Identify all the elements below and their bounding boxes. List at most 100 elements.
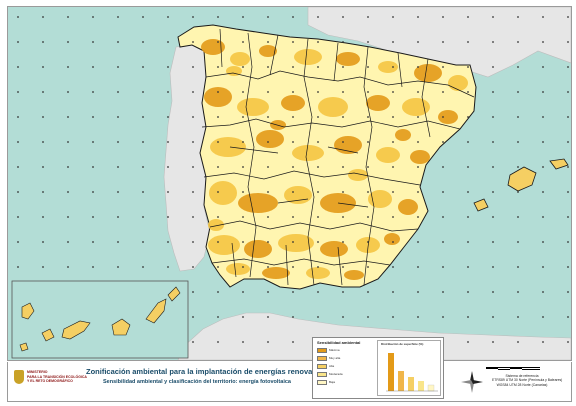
graticule-dot <box>267 66 269 68</box>
coat-of-arms-icon <box>14 370 24 384</box>
graticule-dot <box>142 241 144 243</box>
gran-canaria <box>111 318 131 336</box>
graticule-dot <box>567 266 569 268</box>
graticule-dot <box>192 291 194 293</box>
logo-text-line3: Y EL RETO DEMOGRÁFICO <box>27 379 73 383</box>
graticule-dot <box>342 241 344 243</box>
graticule-dot <box>292 166 294 168</box>
graticule-dot <box>117 16 119 18</box>
graticule-dot <box>142 216 144 218</box>
graticule-dot <box>42 266 44 268</box>
graticule-dot <box>217 291 219 293</box>
graticule-dot <box>367 116 369 118</box>
graticule-dot <box>392 241 394 243</box>
graticule-dot <box>567 166 569 168</box>
province-borders <box>201 28 475 286</box>
sensitivity-patch <box>318 97 348 117</box>
graticule-dot <box>517 66 519 68</box>
graticule-dot <box>342 91 344 93</box>
graticule-dot <box>542 241 544 243</box>
graticule-dot <box>517 316 519 318</box>
map-footer: MINISTERIO PARA LA TRANSICIÓN ECOLÓGICA … <box>7 337 572 402</box>
sensitivity-patch <box>402 98 430 116</box>
graticule-dot <box>392 141 394 143</box>
graticule-dot <box>442 91 444 93</box>
graticule-dot <box>267 41 269 43</box>
graticule-dot <box>267 266 269 268</box>
graticule-dot <box>67 166 69 168</box>
graticule-dot <box>367 241 369 243</box>
graticule-dot <box>142 191 144 193</box>
graticule-dot <box>317 191 319 193</box>
graticule-dot <box>517 141 519 143</box>
graticule-dot <box>67 241 69 243</box>
graticule-dot <box>567 116 569 118</box>
graticule-dot <box>367 191 369 193</box>
graticule-dot <box>217 141 219 143</box>
graticule-dot <box>392 116 394 118</box>
graticule-dot <box>142 16 144 18</box>
graticule-dot <box>192 141 194 143</box>
sensitivity-patches <box>201 39 468 280</box>
graticule-dot <box>567 191 569 193</box>
graticule-dot <box>67 191 69 193</box>
graticule-dot <box>542 216 544 218</box>
graticule-dot <box>192 216 194 218</box>
sensitivity-patch <box>278 234 314 252</box>
ibiza <box>473 198 489 212</box>
graticule-dot <box>467 291 469 293</box>
graticule-dot <box>492 66 494 68</box>
map-canvas <box>8 7 571 360</box>
graticule-dot <box>292 316 294 318</box>
graticule-dot <box>342 66 344 68</box>
graticule-dot <box>467 91 469 93</box>
legend-swatch <box>317 356 327 361</box>
graticule-dot <box>467 191 469 193</box>
graticule-dot <box>517 216 519 218</box>
graticule-dot <box>242 141 244 143</box>
legend-mini-chart: Distribución de superficie (%) <box>377 340 441 396</box>
graticule-dot <box>492 141 494 143</box>
graticule-dot <box>442 116 444 118</box>
sensitivity-patch <box>226 263 250 275</box>
graticule-dot <box>417 91 419 93</box>
graticule-dot <box>467 316 469 318</box>
graticule-dot <box>192 166 194 168</box>
graticule-dot <box>417 16 419 18</box>
graticule-dot <box>367 166 369 168</box>
graticule-dot <box>467 241 469 243</box>
graticule-dot <box>267 191 269 193</box>
graticule-dot <box>417 241 419 243</box>
sensitivity-patch <box>230 52 250 66</box>
reference-line1: Sistema de referencia <box>505 374 539 378</box>
graticule-dot <box>42 91 44 93</box>
logo-text-line2: PARA LA TRANSICIÓN ECOLÓGICA <box>27 374 87 379</box>
graticule-dot <box>367 16 369 18</box>
graticule-dot <box>217 216 219 218</box>
sensitivity-patch <box>395 129 411 141</box>
graticule-dot <box>42 241 44 243</box>
graticule-dot <box>217 191 219 193</box>
graticule-dot <box>542 266 544 268</box>
graticule-dot <box>292 91 294 93</box>
graticule-dot <box>492 291 494 293</box>
graticule-dot <box>492 216 494 218</box>
graticule-dot <box>417 316 419 318</box>
graticule-dot <box>392 191 394 193</box>
graticule-dot <box>342 316 344 318</box>
graticule-dot <box>417 116 419 118</box>
graticule-dot <box>42 166 44 168</box>
graticule-dot <box>417 291 419 293</box>
graticule-dot <box>192 66 194 68</box>
graticule-dot <box>217 241 219 243</box>
graticule-dot <box>392 16 394 18</box>
graticule-dot <box>567 41 569 43</box>
graticule-dot <box>567 216 569 218</box>
graticule-dot <box>492 16 494 18</box>
graticule-dot <box>42 116 44 118</box>
graticule-dot <box>167 16 169 18</box>
graticule-dot <box>342 116 344 118</box>
graticule-dot <box>567 341 569 343</box>
graticule-dot <box>442 141 444 143</box>
